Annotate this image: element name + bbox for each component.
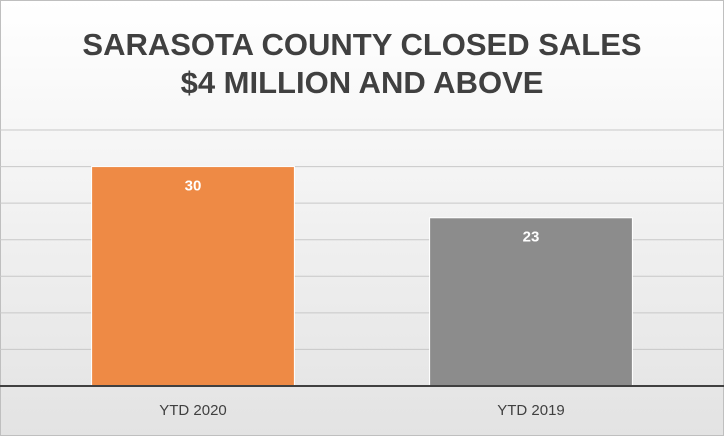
chart-title: SARASOTA COUNTY CLOSED SALES [82,27,641,62]
bar [91,166,295,387]
x-tick-label: YTD 2019 [497,402,565,419]
chart-title: $4 MILLION AND ABOVE [181,65,544,100]
bar [429,217,633,387]
data-label: 30 [185,178,202,195]
x-tick-label: YTD 2020 [159,402,227,419]
data-label: 23 [523,229,540,246]
